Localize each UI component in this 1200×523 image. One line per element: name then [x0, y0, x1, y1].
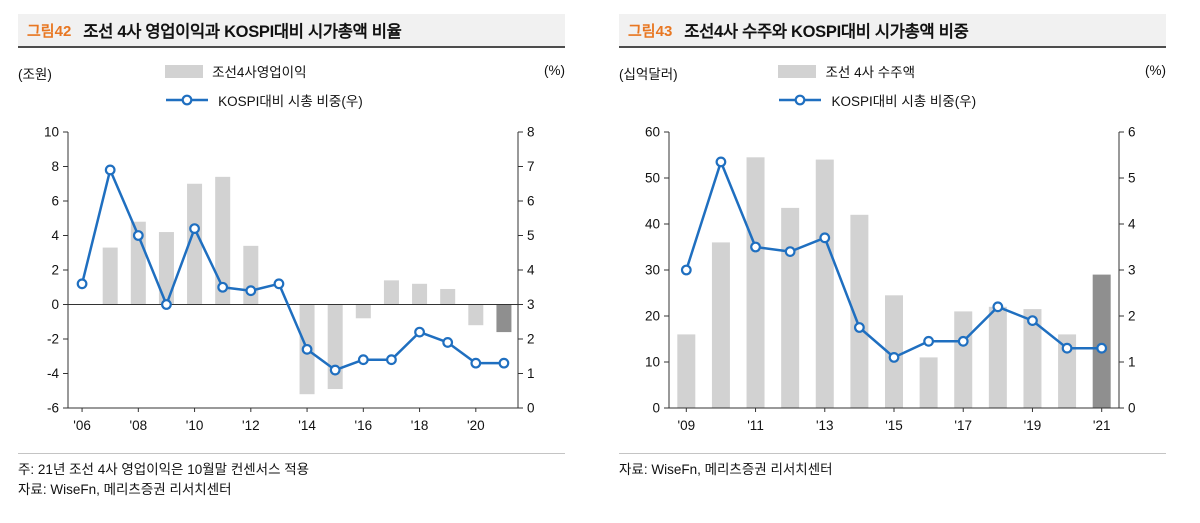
legend-item-bar: 조선4사영업이익: [165, 61, 363, 81]
svg-text:0: 0: [527, 401, 535, 416]
svg-text:50: 50: [645, 171, 660, 186]
svg-text:'20: '20: [467, 418, 485, 433]
legend-label: 조선 4사 수주액: [825, 65, 916, 80]
svg-text:7: 7: [527, 159, 535, 174]
note-line: 주: 21년 조선 4사 영업이익은 10월말 컨센서스 적용: [18, 462, 310, 477]
legend-item-line: KOSPI대비 시총 비중(우): [165, 90, 363, 110]
axis-units-and-legend: (십억달러) 조선 4사 수주액 KOSPI대비 시총 비중(우) (: [619, 61, 1166, 110]
svg-text:2: 2: [51, 263, 59, 278]
legend-label: KOSPI대비 시총 비중(우): [218, 94, 363, 109]
legend-label: KOSPI대비 시총 비중(우): [831, 94, 977, 109]
figure-43-header: 그림43 조선4사 수주와 KOSPI대비 시가총액 비중: [619, 14, 1166, 48]
svg-text:8: 8: [51, 159, 59, 174]
svg-text:'11: '11: [747, 418, 764, 433]
svg-text:4: 4: [51, 228, 59, 243]
svg-text:'18: '18: [411, 418, 429, 433]
svg-text:2: 2: [527, 332, 535, 347]
figure-42-panel: 그림42 조선 4사 영업이익과 KOSPI대비 시가총액 비율 (조원) 조선…: [18, 14, 565, 501]
svg-text:60: 60: [645, 125, 660, 140]
svg-text:8: 8: [527, 125, 535, 140]
report-figures-page: 그림42 조선 4사 영업이익과 KOSPI대비 시가총액 비율 (조원) 조선…: [18, 14, 1166, 501]
svg-text:6: 6: [1128, 125, 1136, 140]
figure-tag: 그림42: [27, 22, 72, 40]
svg-text:'17: '17: [954, 418, 972, 433]
source-line: 자료: WiseFn, 메리츠증권 리서치센터: [619, 462, 833, 477]
legend-item-line: KOSPI대비 시총 비중(우): [778, 90, 976, 110]
figure-title: 조선 4사 영업이익과 KOSPI대비 시가총액 비율: [83, 23, 402, 41]
svg-text:1: 1: [1128, 355, 1136, 370]
svg-text:40: 40: [645, 217, 660, 232]
svg-text:4: 4: [1128, 217, 1136, 232]
svg-text:2: 2: [1128, 309, 1136, 324]
left-axis-unit: (십억달러): [619, 67, 678, 82]
svg-text:'12: '12: [242, 418, 260, 433]
svg-text:-4: -4: [47, 366, 59, 381]
svg-text:'13: '13: [816, 418, 834, 433]
legend-label: 조선4사영업이익: [212, 65, 307, 80]
figure-42-header: 그림42 조선 4사 영업이익과 KOSPI대비 시가총액 비율: [18, 14, 565, 48]
svg-text:5: 5: [1128, 171, 1136, 186]
svg-text:30: 30: [645, 263, 660, 278]
svg-text:-6: -6: [47, 401, 59, 416]
svg-text:0: 0: [51, 297, 59, 312]
svg-text:6: 6: [51, 194, 59, 209]
svg-text:'19: '19: [1024, 418, 1042, 433]
right-axis-unit: (%): [1145, 63, 1166, 78]
svg-text:'08: '08: [130, 418, 148, 433]
figure-notes: 주: 21년 조선 4사 영업이익은 10월말 컨센서스 적용 자료: Wise…: [18, 453, 565, 501]
chart-canvas: -6 -4 -2 0 2 4 6 8 10 0 1 2 3 4 5 6 7 8 '06 '08 '10 '12 '14 '16…: [18, 116, 565, 445]
bar-swatch-icon: [778, 64, 817, 78]
svg-text:1: 1: [527, 366, 535, 381]
legend-item-bar: 조선 4사 수주액: [778, 61, 976, 81]
svg-text:0: 0: [1128, 401, 1136, 416]
bar-swatch-icon: [165, 64, 204, 78]
legend: 조선4사영업이익 KOSPI대비 시총 비중(우): [165, 61, 363, 110]
source-line: 자료: WiseFn, 메리츠증권 리서치센터: [18, 482, 232, 498]
svg-text:'06: '06: [73, 418, 91, 433]
svg-text:5: 5: [527, 228, 535, 243]
svg-text:'16: '16: [355, 418, 373, 433]
svg-text:'21: '21: [1093, 418, 1111, 433]
svg-text:3: 3: [527, 297, 535, 312]
axis-units-and-legend: (조원) 조선4사영업이익 KOSPI대비 시총 비중(우) (%): [18, 61, 565, 110]
left-axis-unit: (조원): [18, 67, 52, 82]
figure-tag: 그림43: [628, 22, 673, 40]
svg-text:'10: '10: [186, 418, 204, 433]
line-marker-swatch-icon: [165, 93, 209, 107]
figure-notes: 자료: WiseFn, 메리츠증권 리서치센터: [619, 453, 1166, 480]
svg-text:'15: '15: [885, 418, 903, 433]
figure-43-panel: 그림43 조선4사 수주와 KOSPI대비 시가총액 비중 (십억달러) 조선 …: [619, 14, 1166, 501]
line-marker-swatch-icon: [778, 93, 822, 107]
svg-text:3: 3: [1128, 263, 1136, 278]
svg-text:0: 0: [652, 401, 660, 416]
chart-canvas: 0 10 20 30 40 50 60 0 1 2 3 4 5 6 '09 '11 '13 '15 '17 '19 '2…: [619, 116, 1166, 445]
svg-text:10: 10: [645, 355, 660, 370]
legend: 조선 4사 수주액 KOSPI대비 시총 비중(우): [778, 61, 976, 110]
figure-title: 조선4사 수주와 KOSPI대비 시가총액 비중: [684, 23, 969, 41]
svg-text:4: 4: [527, 263, 535, 278]
right-axis-unit: (%): [543, 63, 565, 78]
svg-text:'14: '14: [298, 418, 316, 433]
svg-text:10: 10: [44, 125, 59, 140]
svg-text:'09: '09: [678, 418, 696, 433]
svg-text:-2: -2: [47, 332, 59, 347]
svg-text:20: 20: [645, 309, 660, 324]
svg-text:6: 6: [527, 194, 535, 209]
